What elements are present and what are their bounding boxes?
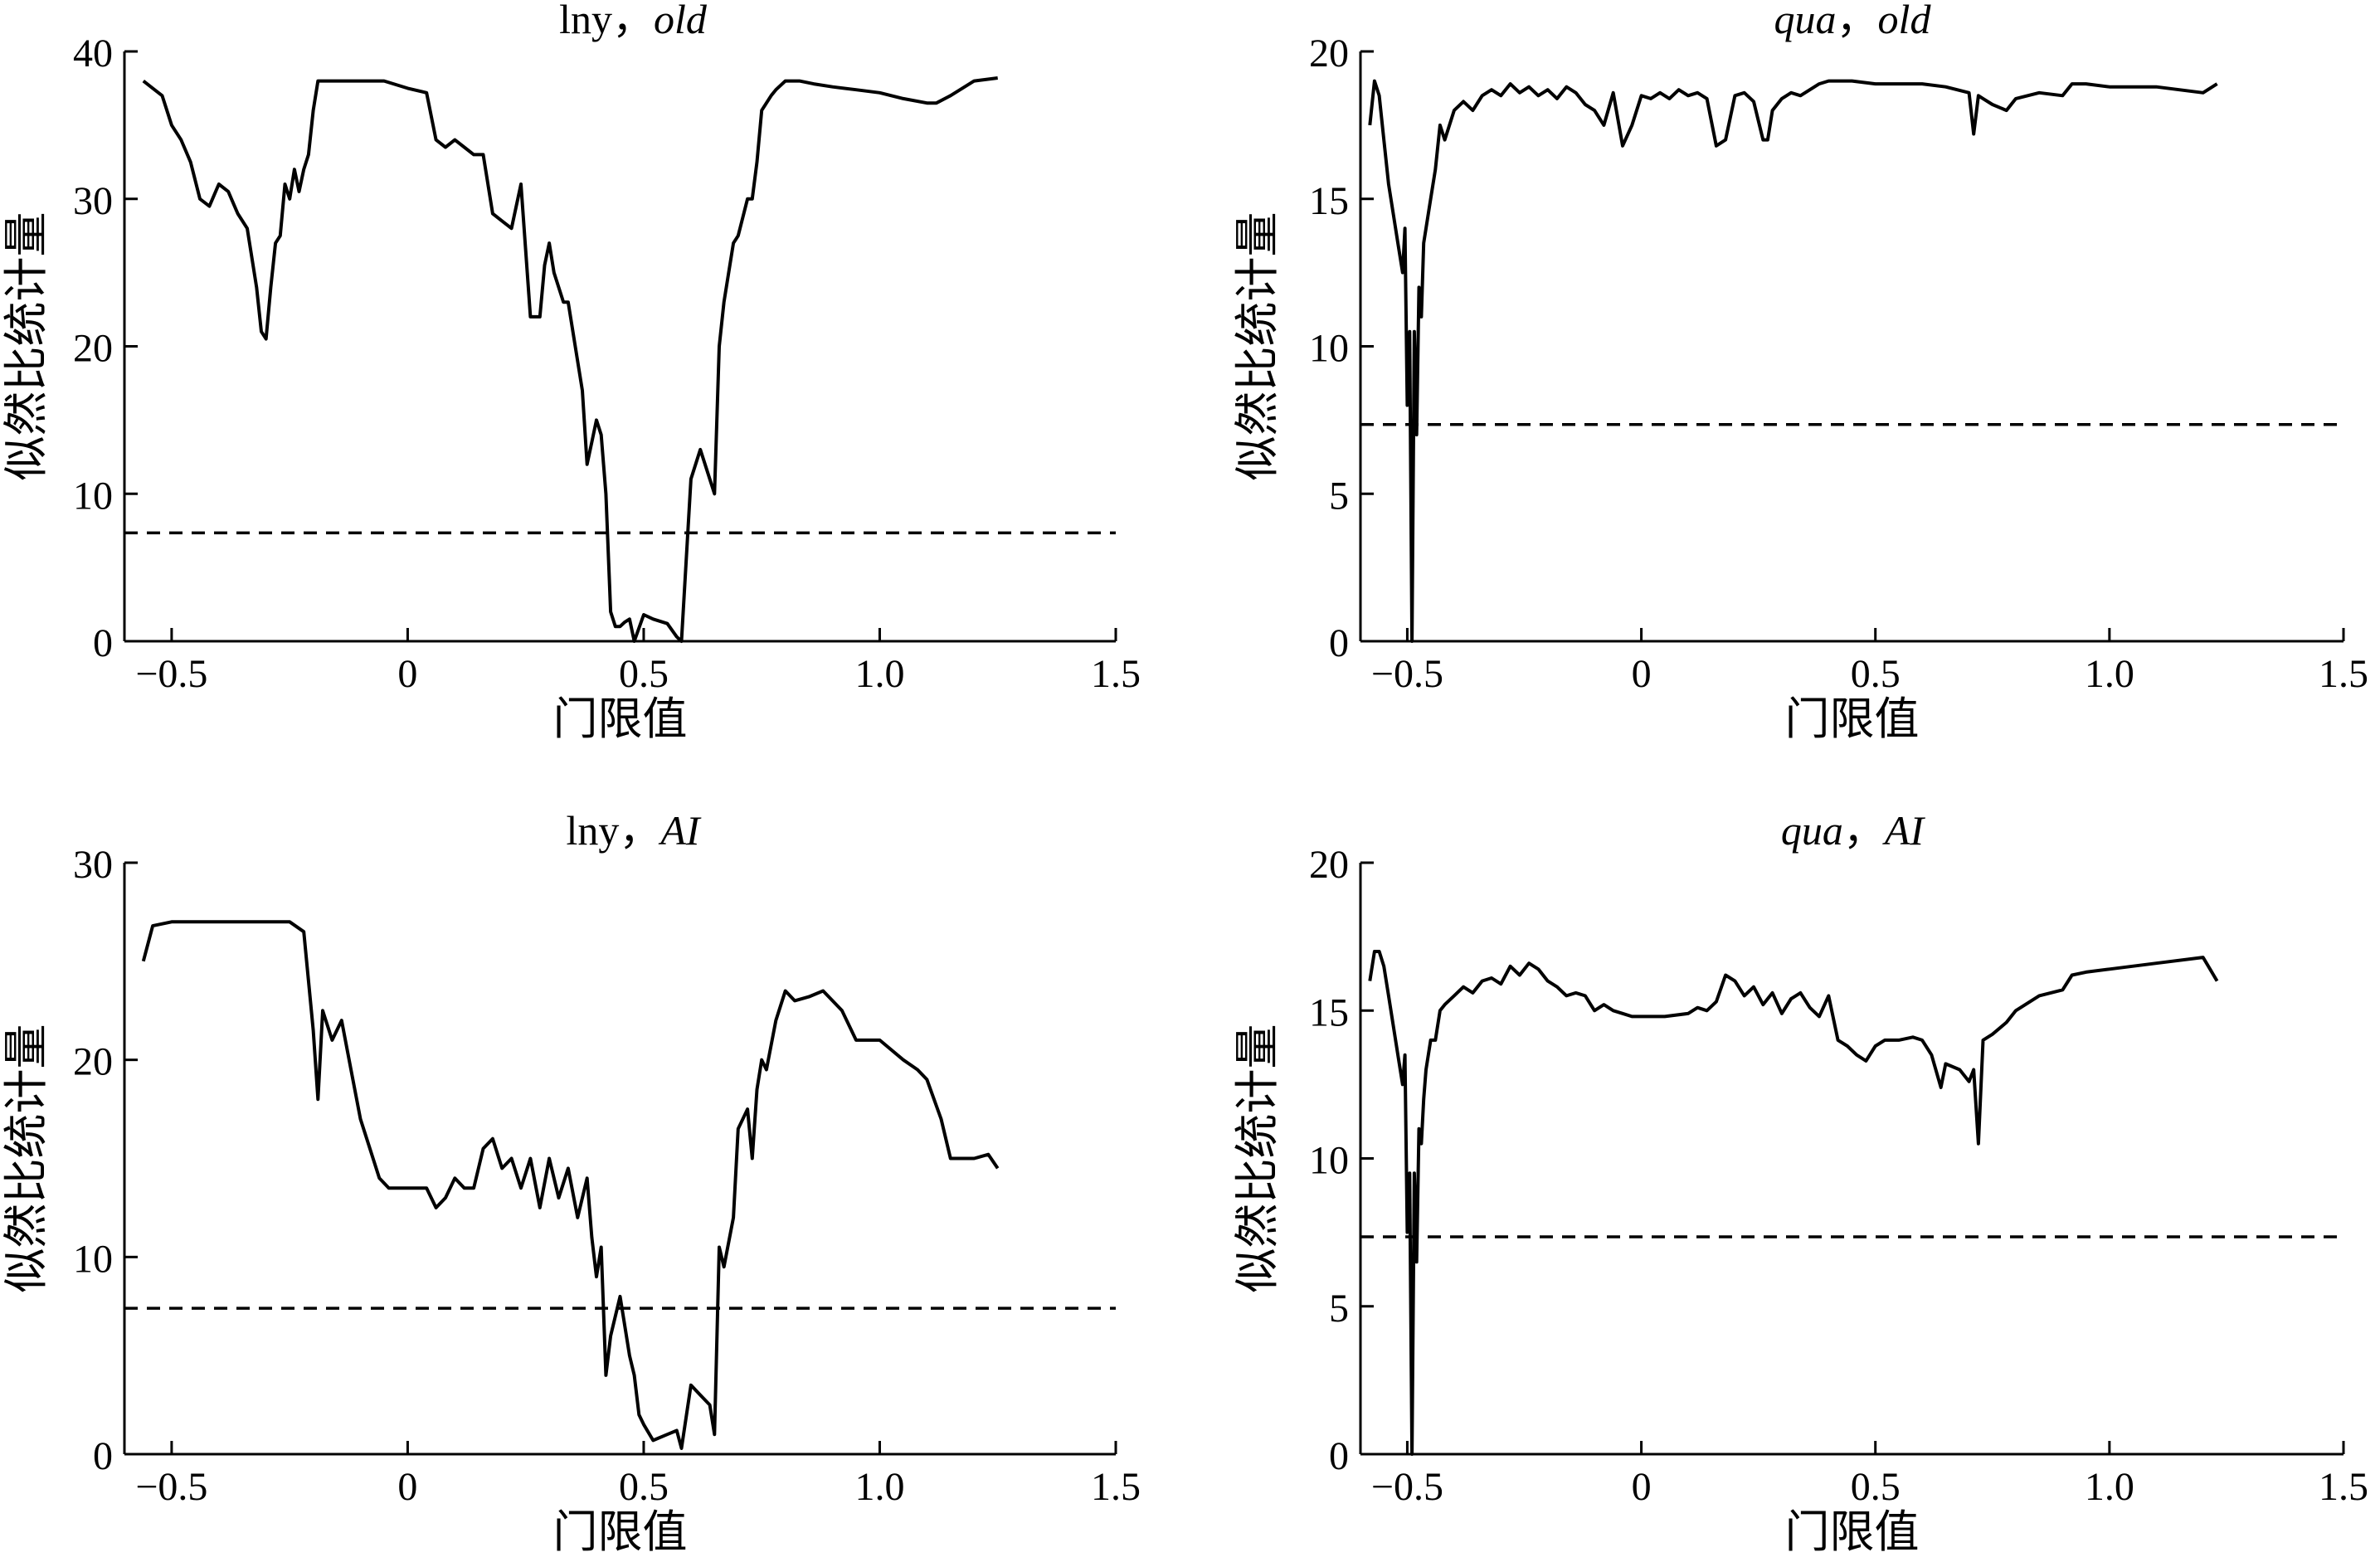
x-tick-label: 0: [1632, 652, 1652, 696]
y-tick-label: 10: [73, 1237, 113, 1281]
y-tick-label: 0: [93, 621, 113, 665]
x-tick-label: 1.0: [854, 652, 904, 696]
y-tick-label: 20: [73, 327, 113, 371]
y-tick-label: 10: [1309, 327, 1349, 371]
y-axis-label: 似然比统计量: [2, 1024, 51, 1293]
y-tick-label: 5: [1329, 474, 1349, 518]
y-tick-label: 30: [73, 843, 113, 887]
y-tick-label: 10: [73, 474, 113, 518]
x-axis-label: 门限值: [553, 694, 688, 744]
x-tick-label: 1.5: [2319, 1465, 2368, 1509]
y-axis-label: 似然比统计量: [1233, 1024, 1282, 1293]
y-tick-label: 5: [1329, 1287, 1349, 1331]
title-part: ，: [612, 0, 654, 42]
title-part: qua: [1774, 0, 1837, 42]
panel-4: 0 5 10 15 20 −0.5 0 0.5 1.0 1.5 qua，AI 门限值 似然比统计量: [1233, 807, 2368, 1557]
lr-statistic-line: [1368, 950, 2219, 1456]
y-tick-label: 10: [1309, 1139, 1349, 1183]
panel-1: 0 10 20 30 40 −0.5 0 0.5 1.0 1.5 lny，old 门限值 似然比统计量: [2, 0, 1141, 744]
x-tick-label: 0.5: [1851, 1465, 1901, 1509]
x-tick-label: −0.5: [1371, 1465, 1443, 1509]
y-tick-label: 15: [1309, 179, 1349, 223]
title-part: ，: [1837, 0, 1878, 42]
x-axis-label: 门限值: [1785, 694, 1920, 744]
x-tick-label: −0.5: [135, 1465, 207, 1509]
y-tick-label: 0: [1329, 1434, 1349, 1478]
chart-title: lny，old: [559, 0, 708, 42]
x-tick-label: 1.5: [1091, 1465, 1141, 1509]
y-axis-label: 似然比统计量: [2, 212, 51, 481]
x-axis-label: 门限值: [1785, 1507, 1920, 1557]
title-part: lny: [559, 0, 612, 42]
y-tick-label: 40: [73, 32, 113, 75]
y-axis-label: 似然比统计量: [1233, 212, 1282, 481]
x-tick-label: 0.5: [619, 652, 669, 696]
title-part: qua: [1781, 807, 1843, 854]
title-part: lny: [566, 807, 619, 854]
lr-statistic-line: [141, 920, 1000, 1450]
x-tick-label: 0: [397, 652, 417, 696]
x-tick-label: −0.5: [135, 652, 207, 696]
y-tick-label: 20: [1309, 843, 1349, 887]
x-tick-label: 1.0: [2085, 1465, 2134, 1509]
x-tick-label: 0.5: [1851, 652, 1901, 696]
chart-title: qua，AI: [1781, 807, 1926, 854]
x-tick-label: 1.5: [1091, 652, 1141, 696]
y-tick-label: 15: [1309, 990, 1349, 1034]
title-part: ，: [619, 807, 660, 854]
y-tick-label: 20: [73, 1040, 113, 1084]
y-tick-label: 0: [93, 1434, 113, 1478]
title-part: AI: [658, 807, 702, 854]
y-tick-label: 0: [1329, 621, 1349, 665]
x-tick-label: 0.5: [619, 1465, 669, 1509]
lr-statistic-line: [1368, 79, 2218, 643]
chart-title: lny，AI: [566, 807, 701, 854]
y-tick-label: 20: [1309, 32, 1349, 75]
x-tick-label: 1.0: [854, 1465, 904, 1509]
x-tick-label: 0: [1632, 1465, 1652, 1509]
panel-2: 0 5 10 15 20 −0.5 0 0.5 1.0 1.5 qua，old 门限值 似然比统计量: [1233, 0, 2368, 744]
x-tick-label: 1.0: [2085, 652, 2134, 696]
title-part: old: [1878, 0, 1932, 42]
lr-statistic-line: [142, 76, 998, 643]
x-tick-label: 0: [397, 1465, 417, 1509]
title-part: ，: [1843, 807, 1885, 854]
x-tick-label: −0.5: [1371, 652, 1443, 696]
y-tick-label: 30: [73, 179, 113, 223]
x-axis-label: 门限值: [553, 1507, 688, 1557]
panel-3: 0 10 20 30 −0.5 0 0.5 1.0 1.5 lny，AI 门限值 似然比统计量: [2, 807, 1141, 1557]
chart-title: qua，old: [1774, 0, 1932, 42]
title-part: old: [654, 0, 708, 42]
x-tick-label: 1.5: [2319, 652, 2368, 696]
title-part: AI: [1882, 807, 1926, 854]
